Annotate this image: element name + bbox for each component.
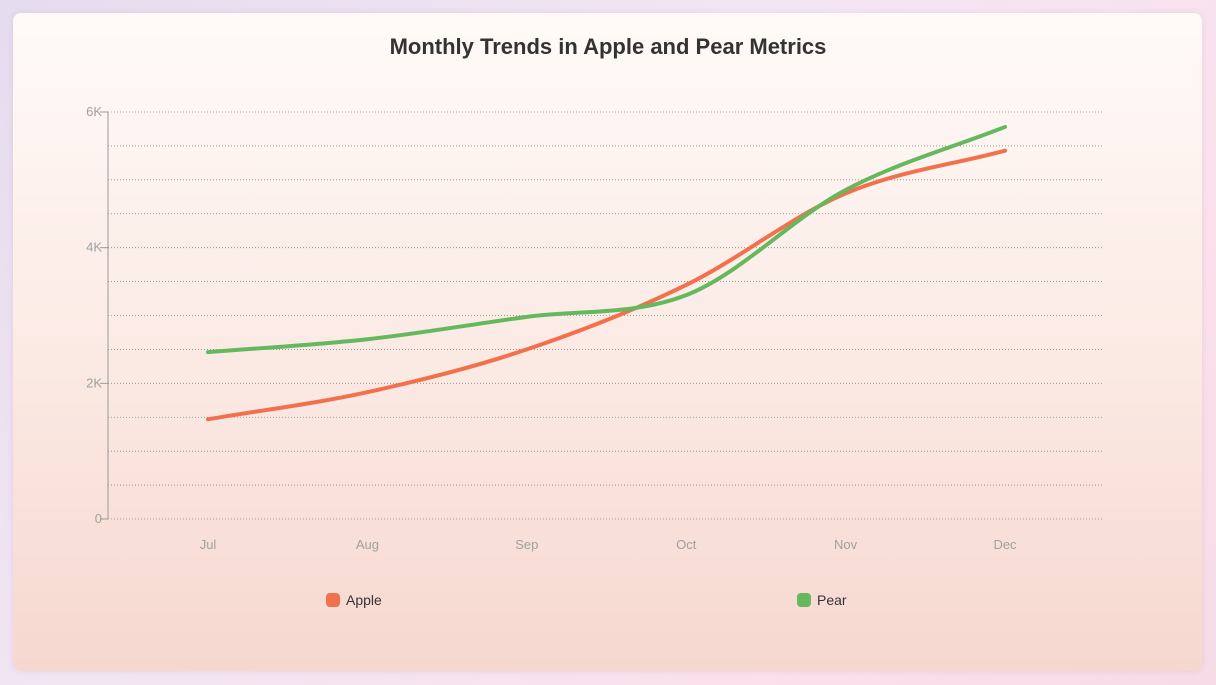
x-tick-label: Oct <box>676 537 697 552</box>
axes: 0 2K 4K 6K Jul Aug Sep Oct Nov Dec <box>86 104 1017 552</box>
x-tick-label: Sep <box>515 537 538 552</box>
legend-label: Apple <box>346 592 382 608</box>
x-tick-label: Aug <box>356 537 379 552</box>
x-tick-label: Jul <box>200 537 217 552</box>
legend-label: Pear <box>817 592 847 608</box>
chart-title: Monthly Trends in Apple and Pear Metrics <box>389 34 827 59</box>
y-tick-label: 0 <box>95 511 102 526</box>
y-tick-label: 4K <box>86 240 102 255</box>
chart-card <box>13 13 1202 671</box>
series-line-apple <box>206 148 1007 422</box>
y-tick-label: 6K <box>86 104 102 119</box>
series-line-pear <box>206 124 1007 355</box>
series-lines <box>206 124 1007 422</box>
y-tick-label: 2K <box>86 375 102 390</box>
grid-lines <box>108 111 1102 520</box>
legend: Apple Pear <box>326 592 847 608</box>
legend-swatch <box>797 593 811 607</box>
legend-swatch <box>326 593 340 607</box>
x-tick-label: Dec <box>993 537 1017 552</box>
legend-item-apple[interactable]: Apple <box>326 592 382 608</box>
legend-item-pear[interactable]: Pear <box>797 592 847 608</box>
x-tick-label: Nov <box>834 537 858 552</box>
